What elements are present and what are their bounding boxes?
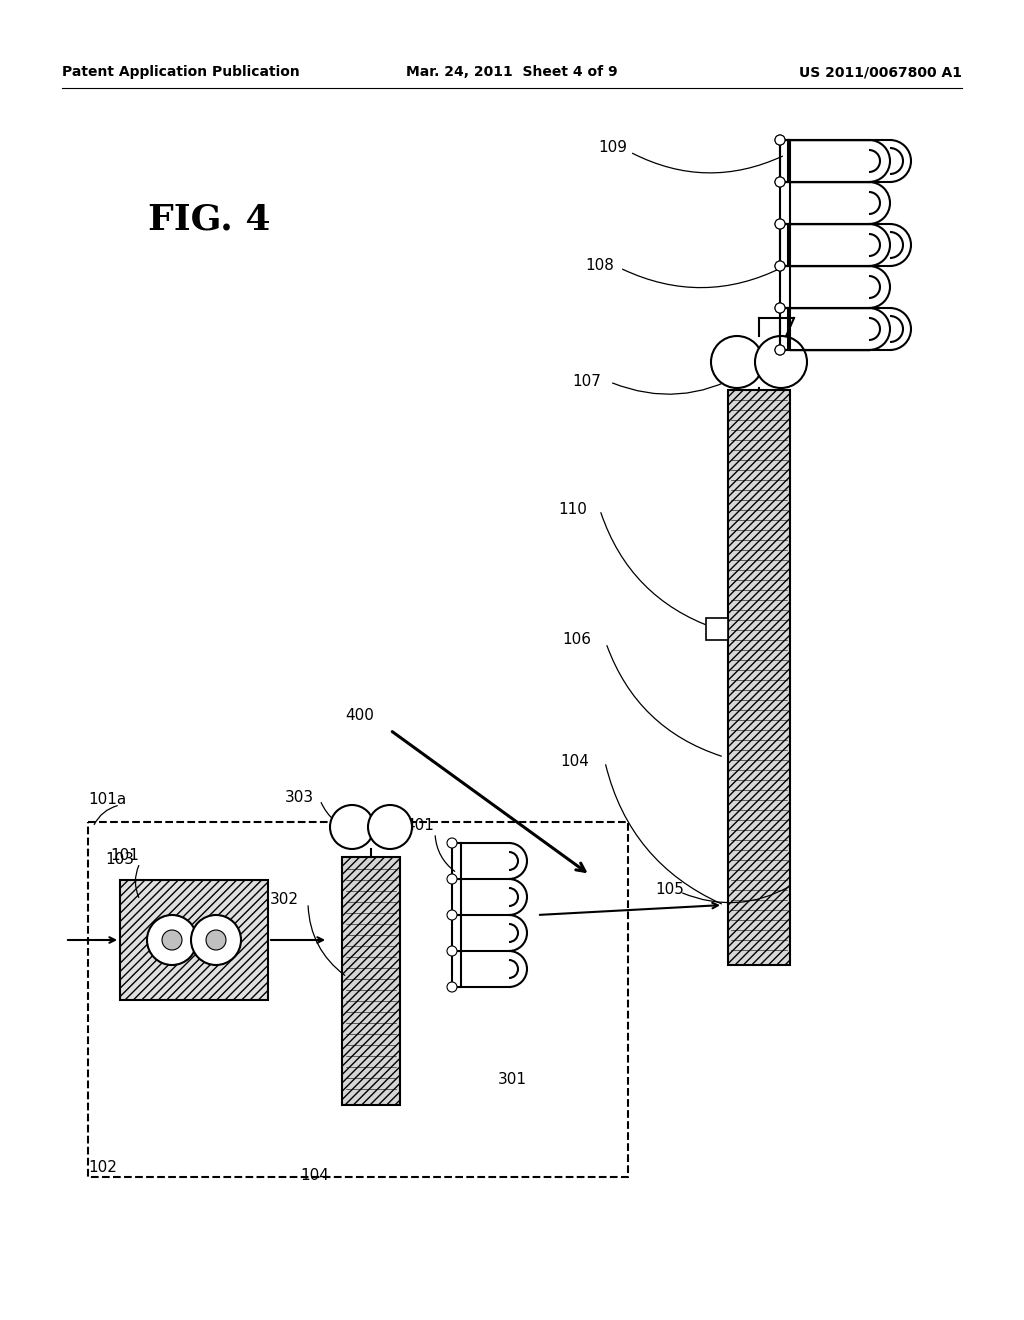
Circle shape (447, 909, 457, 920)
Text: 301: 301 (498, 1072, 527, 1088)
Circle shape (775, 345, 785, 355)
Text: 105: 105 (655, 883, 684, 898)
Circle shape (447, 982, 457, 993)
Text: US 2011/0067800 A1: US 2011/0067800 A1 (799, 65, 962, 79)
Text: 109: 109 (598, 140, 627, 156)
Circle shape (775, 219, 785, 228)
Text: Patent Application Publication: Patent Application Publication (62, 65, 300, 79)
Text: 101: 101 (110, 847, 139, 862)
Text: 101a: 101a (88, 792, 126, 808)
Text: 400: 400 (345, 708, 374, 722)
Circle shape (775, 135, 785, 145)
Circle shape (775, 177, 785, 187)
Circle shape (368, 805, 412, 849)
Text: 107: 107 (572, 375, 601, 389)
Circle shape (711, 337, 763, 388)
Bar (728, 389, 790, 965)
Circle shape (330, 805, 374, 849)
Text: 102: 102 (88, 1160, 117, 1176)
Circle shape (775, 345, 785, 355)
Bar (706, 618, 728, 640)
Text: 104: 104 (300, 1167, 329, 1183)
Circle shape (775, 261, 785, 271)
Circle shape (755, 337, 807, 388)
Text: 104: 104 (560, 755, 589, 770)
Text: 110: 110 (558, 503, 587, 517)
Circle shape (447, 838, 457, 847)
Text: 106: 106 (562, 632, 591, 648)
Circle shape (775, 261, 785, 271)
Circle shape (206, 931, 226, 950)
Text: 103: 103 (105, 853, 134, 867)
Text: 303: 303 (285, 789, 314, 804)
Text: 302: 302 (270, 892, 299, 908)
Circle shape (162, 931, 182, 950)
Circle shape (447, 946, 457, 956)
Text: 108: 108 (585, 257, 613, 272)
Bar (342, 857, 400, 1105)
Bar (88, 822, 628, 1177)
Circle shape (775, 219, 785, 228)
Text: Mar. 24, 2011  Sheet 4 of 9: Mar. 24, 2011 Sheet 4 of 9 (407, 65, 617, 79)
Circle shape (775, 177, 785, 187)
Circle shape (775, 304, 785, 313)
Circle shape (447, 874, 457, 884)
Circle shape (147, 915, 197, 965)
Bar (120, 880, 268, 1001)
Circle shape (775, 135, 785, 145)
Circle shape (191, 915, 241, 965)
Text: 401: 401 (406, 818, 434, 833)
Circle shape (775, 304, 785, 313)
Text: FIG. 4: FIG. 4 (148, 203, 270, 238)
